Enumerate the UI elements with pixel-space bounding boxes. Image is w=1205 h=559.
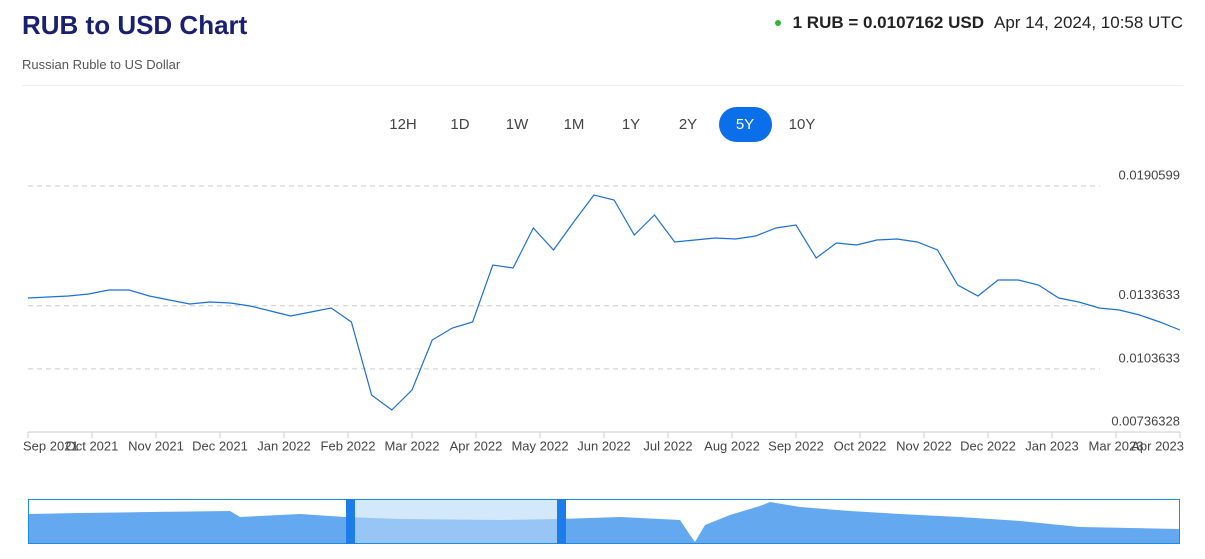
range-button[interactable]: 2Y xyxy=(678,116,698,133)
x-tick-label: Jun 2022 xyxy=(577,438,631,453)
navigator-area xyxy=(29,502,1179,543)
navigator xyxy=(28,499,1180,544)
rate-line xyxy=(27,194,1181,411)
timestamp: Apr 14, 2024, 10:58 UTC xyxy=(993,13,1183,32)
x-tick-label: Sep 2021 xyxy=(23,438,79,453)
separator xyxy=(22,85,1183,86)
rate: 1 RUB = 0.0107162 USD xyxy=(792,13,984,32)
x-tick-label: Nov 2021 xyxy=(128,438,184,453)
range-button[interactable]: 1Y xyxy=(621,116,641,133)
x-tick-label: Oct 2021 xyxy=(66,438,119,453)
x-tick-label: Jan 2022 xyxy=(257,438,311,453)
y-tick-label: 0.0133633 xyxy=(1119,287,1180,302)
x-tick-label: Sep 2022 xyxy=(768,438,824,453)
range-button[interactable]: 1D xyxy=(450,116,470,133)
range-button[interactable]: 10Y xyxy=(788,116,816,133)
navigator-handle-right[interactable] xyxy=(557,499,566,544)
x-tick-label: Oct 2022 xyxy=(834,438,887,453)
x-tick-label: Dec 2021 xyxy=(192,438,248,453)
title: RUB to USD Chart xyxy=(22,10,248,40)
range-button[interactable]: 5Y xyxy=(718,107,772,142)
range-button[interactable]: 1M xyxy=(563,116,585,133)
x-tick-label: Dec 2022 xyxy=(960,438,1016,453)
range-button[interactable]: 12H xyxy=(389,116,417,133)
x-tick-label: Jul 2022 xyxy=(643,438,692,453)
x-tick-label: Feb 2022 xyxy=(321,438,376,453)
subtitle: Russian Ruble to US Dollar xyxy=(22,57,181,72)
x-tick-label: May 2022 xyxy=(511,438,568,453)
x-tick-label: Apr 2023 xyxy=(1131,438,1184,453)
x-tick-label: Jan 2023 xyxy=(1025,438,1079,453)
x-tick-label: Aug 2022 xyxy=(704,438,760,453)
navigator-window[interactable] xyxy=(350,500,562,543)
y-tick-label: 0.0103633 xyxy=(1119,350,1180,365)
y-tick-label: 0.00736328 xyxy=(1111,413,1180,428)
range-button[interactable]: 1W xyxy=(505,116,529,133)
y-tick-label: 0.0190599 xyxy=(1119,167,1180,182)
range-buttons: 12H 1D 1W 1M 1Y 2Y 5Y 10Y xyxy=(0,107,1205,142)
x-tick-label: Mar 2023 xyxy=(1089,438,1144,453)
rate-info: 1 RUB = 0.0107162 USD Apr 14, 2024, 10:5… xyxy=(774,13,1183,33)
x-tick-label: Mar 2022 xyxy=(385,438,440,453)
navigator-handle-left[interactable] xyxy=(346,499,355,544)
live-dot xyxy=(774,20,781,26)
x-tick-label: Apr 2022 xyxy=(450,438,503,453)
x-tick-label: Nov 2022 xyxy=(896,438,952,453)
